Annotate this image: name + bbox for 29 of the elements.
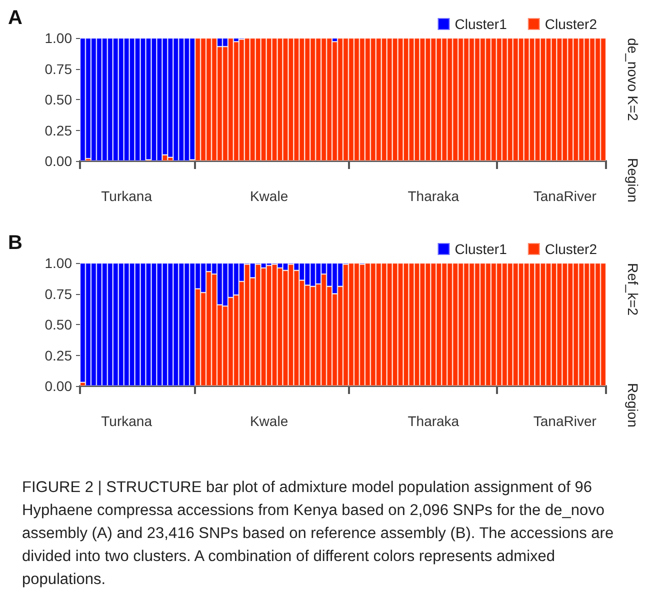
y-tick-label: 1.00 — [44, 30, 72, 46]
chart-title: A — [8, 7, 22, 29]
legend-label: Cluster2 — [544, 16, 598, 32]
x-tick-label: Kwale — [250, 188, 288, 204]
y-tick-label: 1.00 — [44, 255, 72, 271]
legend-label: Cluster2 — [544, 241, 598, 257]
y-tick-label: 0.75 — [44, 286, 72, 302]
legend-label: Cluster1 — [454, 241, 508, 257]
y-tick-label: 0.50 — [44, 92, 72, 108]
y-tick-label: 0.00 — [44, 153, 72, 169]
text: Region — [625, 383, 641, 428]
y-tick-label: 0.50 — [44, 316, 72, 332]
y-tick-label: 0.25 — [44, 347, 72, 364]
x-tick-label: Tharaka — [408, 413, 460, 429]
legend-label: Cluster1 — [454, 16, 508, 32]
y-tick-label: 0.25 — [44, 122, 72, 138]
y-axis-title: de_novo K=2 — [625, 38, 641, 122]
x-tick-label: Turkana — [101, 413, 152, 429]
y-tick-label: 0.00 — [44, 378, 72, 394]
caption: FIGURE 2 | STRUCTURE bar plot of admixture model population assignment of 96 Hyphaene compressa accessions from Kenya based on 2,096 SNPs for the de_novo assembly (A) and 23,416 SNPs based on reference assembly (B). The accessions are divided into two clusters. A combination of different colors represents admixed populations. — [22, 478, 615, 590]
x-tick-label: Tharaka — [408, 188, 460, 204]
x-tick-label: TanaRiver — [533, 188, 597, 204]
x-tick-label: Turkana — [101, 188, 152, 204]
y-axis-title: Ref_k=2 — [625, 263, 641, 316]
chart-title: B — [8, 232, 22, 254]
text: Region — [625, 158, 641, 202]
y-tick-label: 0.75 — [44, 60, 72, 77]
x-tick-label: TanaRiver — [533, 413, 597, 429]
x-tick-label: Kwale — [250, 413, 288, 429]
